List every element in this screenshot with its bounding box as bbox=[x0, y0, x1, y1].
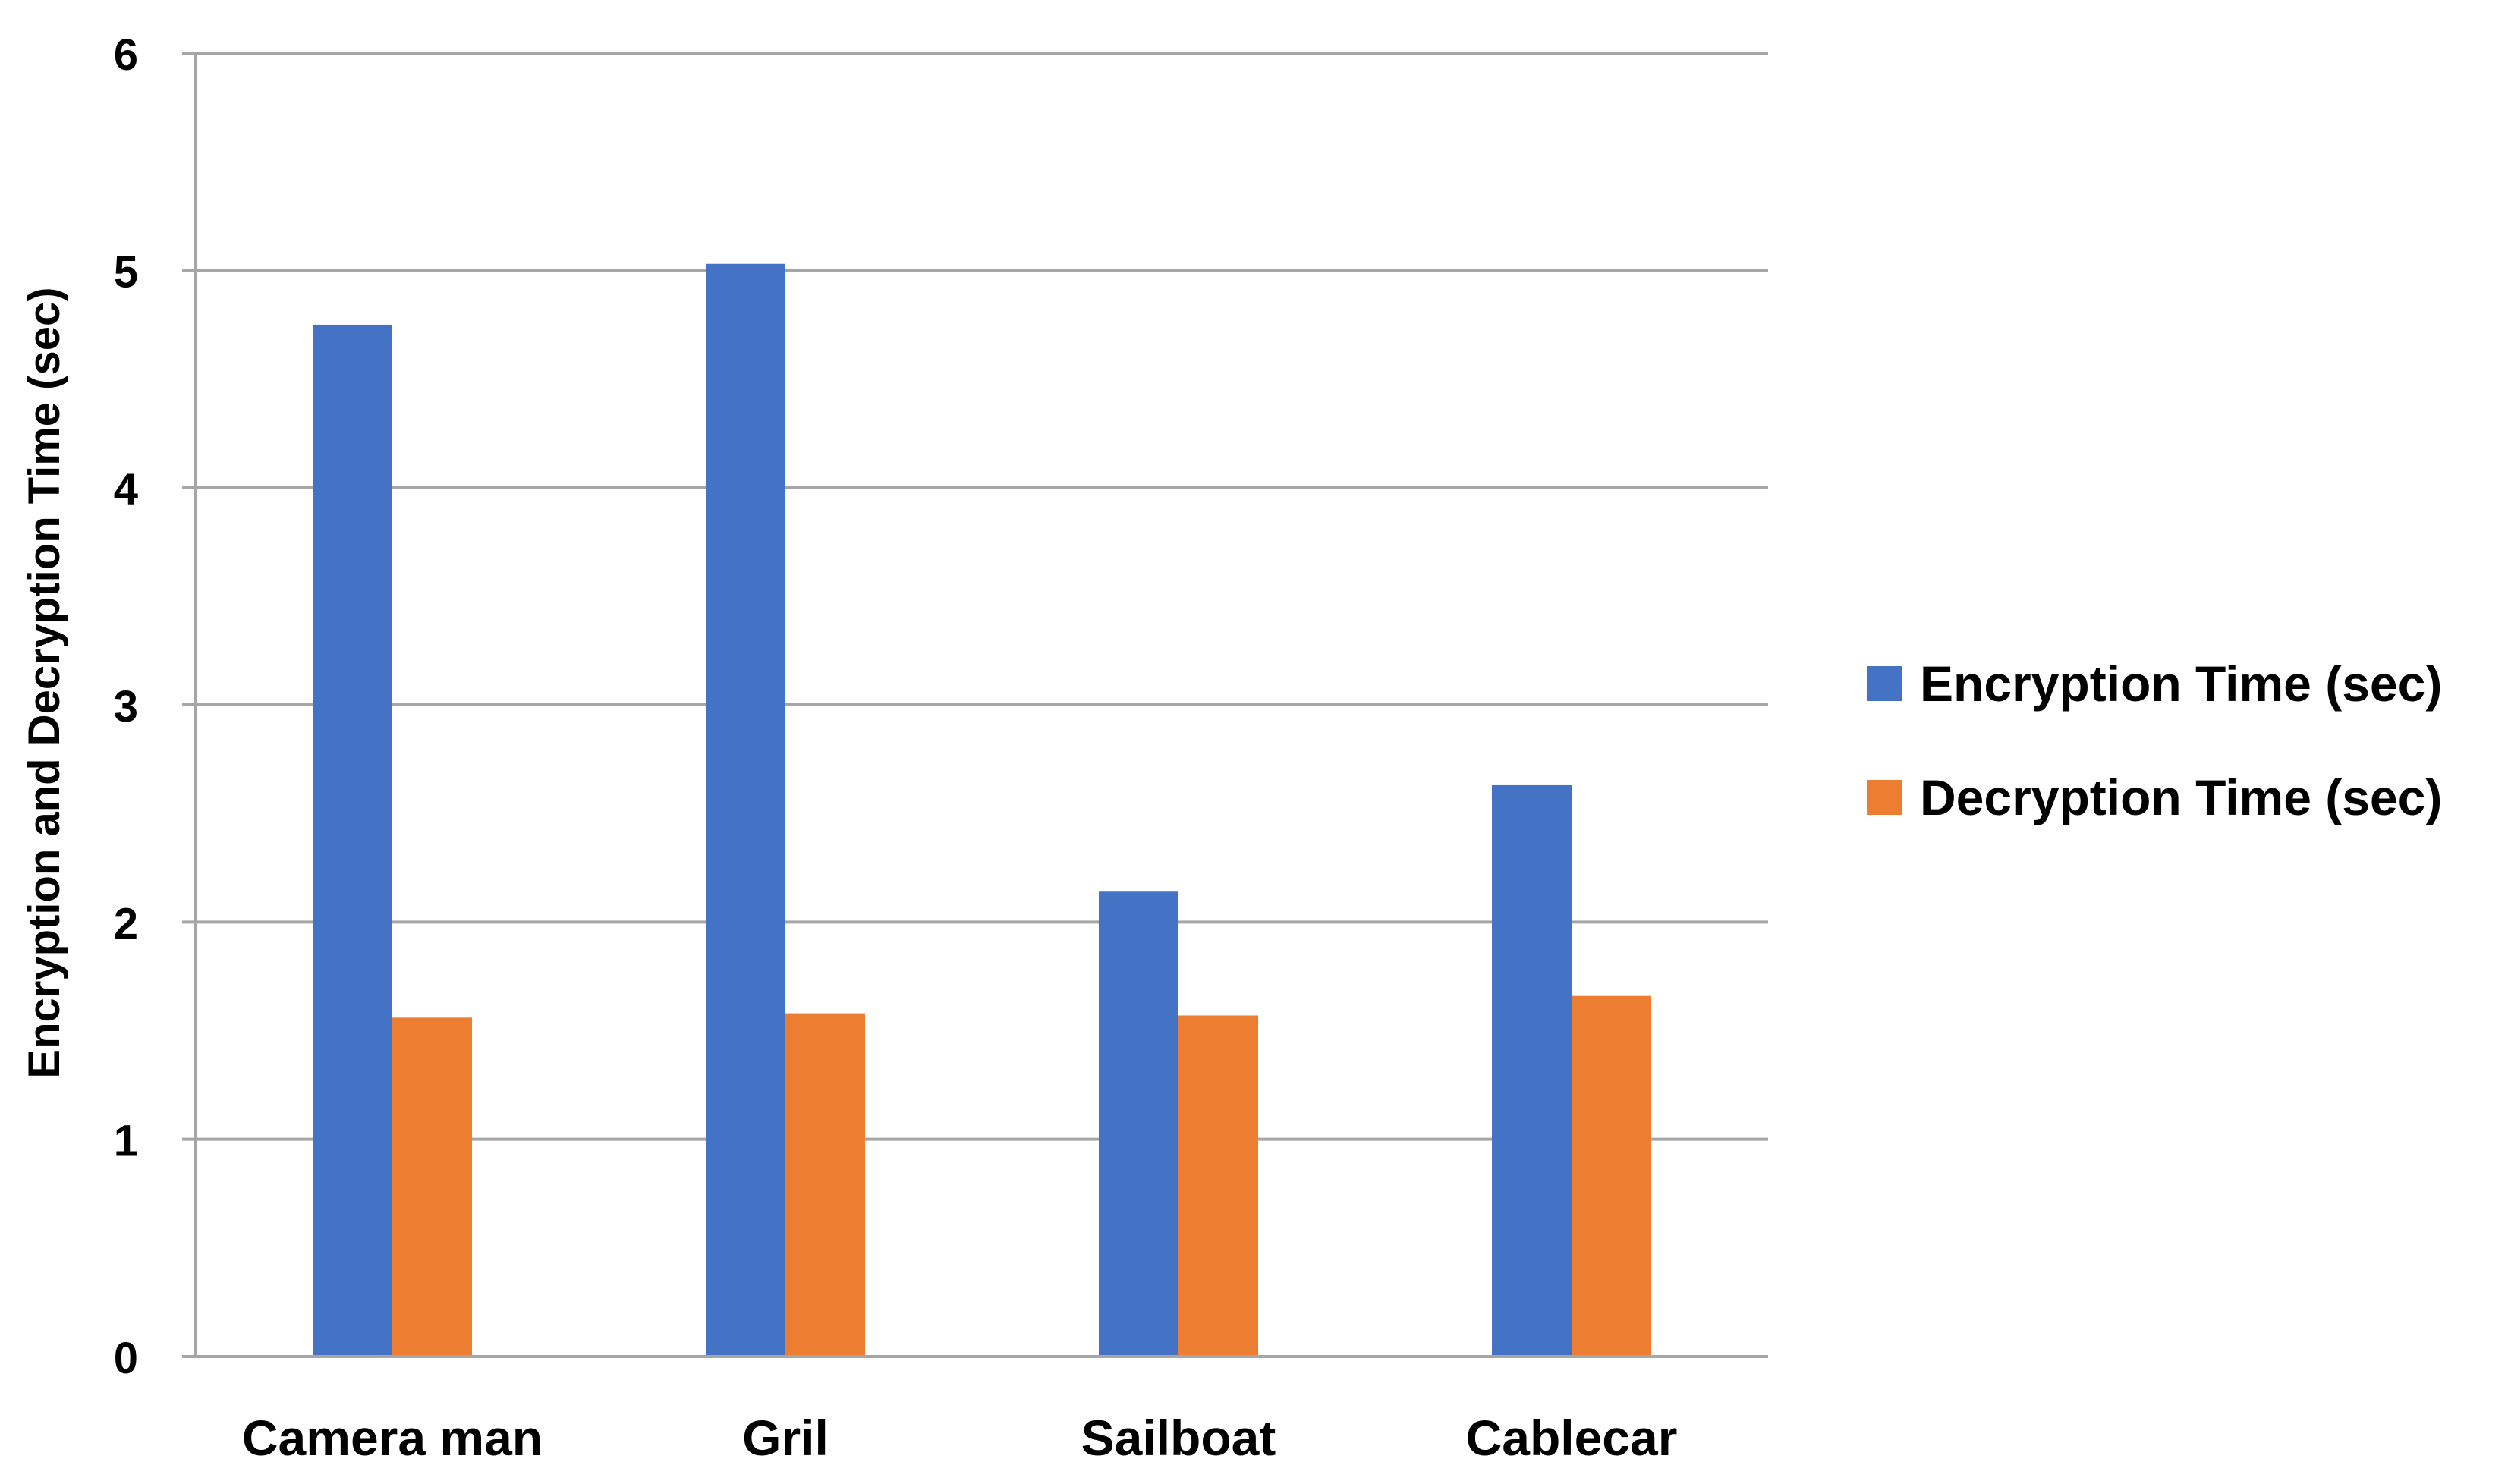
x-tick-labels: Camera man Gril Sailboat Cablecar bbox=[242, 1410, 1678, 1466]
bar-decryption bbox=[785, 1013, 865, 1357]
y-tick-label: 4 bbox=[114, 465, 138, 514]
bars bbox=[313, 263, 1651, 1357]
bar-decryption bbox=[1572, 995, 1651, 1357]
bar-encryption bbox=[1099, 891, 1178, 1357]
y-tick-label: 5 bbox=[114, 247, 138, 297]
axes bbox=[182, 53, 1768, 1358]
x-tick-label: Cablecar bbox=[1466, 1410, 1678, 1466]
legend-item-encryption: Encryption Time (sec) bbox=[1867, 656, 2443, 712]
bar-encryption bbox=[313, 324, 392, 1357]
legend-swatch-decryption bbox=[1867, 780, 1902, 815]
legend-label-encryption: Encryption Time (sec) bbox=[1920, 656, 2443, 712]
bar-decryption bbox=[392, 1017, 472, 1357]
y-tick-label: 1 bbox=[114, 1117, 138, 1166]
y-tick-label: 2 bbox=[114, 899, 138, 948]
y-axis-label: Encryption and Decryption Time (sec) bbox=[20, 287, 69, 1078]
legend: Encryption Time (sec) Decryption Time (s… bbox=[1867, 656, 2443, 885]
y-tick-labels: 0 1 2 3 4 5 6 bbox=[114, 30, 138, 1383]
y-tick-label: 6 bbox=[114, 30, 138, 80]
y-tick-label: 0 bbox=[114, 1334, 138, 1383]
bar-encryption bbox=[1492, 784, 1572, 1357]
x-tick-label: Gril bbox=[742, 1410, 829, 1466]
y-tick-label: 3 bbox=[114, 682, 138, 731]
bar-decryption bbox=[1178, 1015, 1258, 1357]
x-tick-label: Camera man bbox=[242, 1410, 543, 1466]
x-tick-label: Sailboat bbox=[1081, 1410, 1276, 1466]
legend-item-decryption: Decryption Time (sec) bbox=[1867, 769, 2443, 825]
legend-label-decryption: Decryption Time (sec) bbox=[1920, 769, 2443, 825]
legend-swatch-encryption bbox=[1867, 666, 1902, 701]
bar-encryption bbox=[706, 263, 785, 1357]
